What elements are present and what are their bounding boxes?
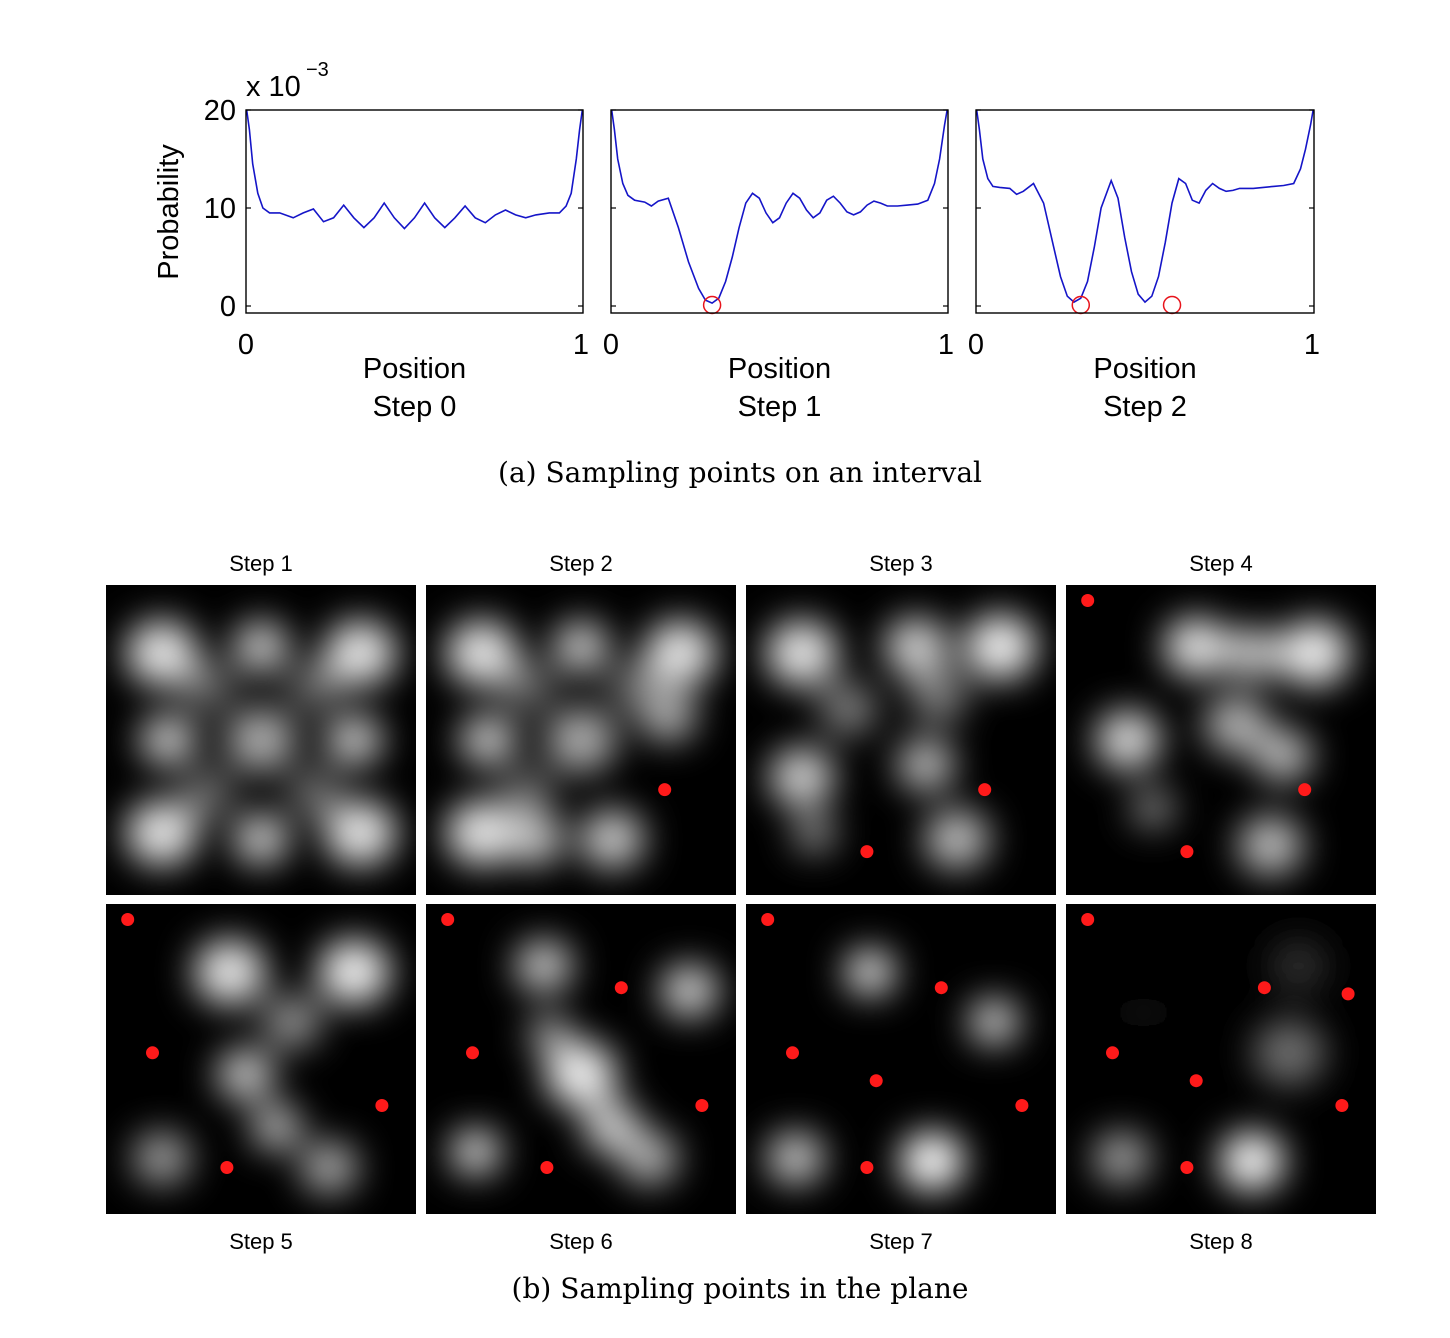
heatmap-label: Step 1 [229,551,293,576]
heatmap-2 [426,585,736,895]
heatmap-label: Step 8 [1189,1229,1253,1254]
sample-point [978,783,992,797]
density-field [133,939,390,1194]
sample-point [1180,1161,1194,1174]
x-tick-label: 1 [573,329,589,361]
y-tick-label: 10 [204,193,236,225]
sample-point [1180,845,1194,859]
y-tick-label: 20 [204,95,236,127]
density-field [126,620,396,866]
density-field [1095,617,1350,875]
step-subtitle: Step 1 [738,391,822,423]
sample-point [761,913,775,926]
x-axis-label: Position [363,353,466,385]
sample-marker [1162,295,1182,315]
x-tick-label: 0 [238,329,254,361]
sample-point [441,913,455,926]
y-axis-label: Probability [153,144,185,280]
heatmap-8 [1066,904,1376,1214]
heatmap-label: Step 5 [229,1229,293,1254]
x-tick-label: 0 [603,329,619,361]
sample-point [1341,987,1355,1001]
heatmap-label: Step 6 [549,1229,613,1254]
y-tick-label: 0 [220,291,236,323]
heatmap-label: Step 4 [1189,551,1253,576]
step-subtitle: Step 0 [373,391,457,423]
x-tick-label: 1 [938,329,954,361]
exponent-power: −3 [306,59,329,81]
sample-point [869,1074,883,1088]
x-tick-label: 0 [968,329,984,361]
sample-point [220,1161,234,1174]
heatmap-label: Step 3 [869,551,933,576]
caption-b: (b) Sampling points in the plane [512,1272,969,1305]
density-field [767,949,1019,1191]
sample-point [1015,1099,1029,1112]
interval-plot-2: 0 1 Position Step 2 [968,109,1320,423]
heatmap-7 [746,904,1056,1214]
x-tick-label: 1 [1304,329,1320,361]
density-field [446,620,716,869]
plane-heatmaps: Step 1 Step 2 Step 3 Step 4 Step 5 Step 6 Step… [106,551,1376,1254]
heatmap-3 [746,585,1056,895]
probability-line [976,110,1314,304]
sample-marker [702,295,722,315]
sample-point [1189,1074,1203,1088]
sample-point [1335,1099,1349,1112]
axes-box [975,109,1315,314]
heatmap-1 [106,585,416,895]
sample-point [614,981,628,995]
sample-point [860,1161,874,1174]
interval-plot-1: 0 1 Position Step 1 [603,109,954,423]
heatmap-label: Step 2 [549,551,613,576]
sample-point [146,1046,159,1060]
sample-point [1257,981,1271,995]
heatmap-label: Step 7 [869,1229,933,1254]
exponent-label: x 10 [246,71,301,103]
sample-point [860,845,874,859]
sample-point [658,783,672,797]
sample-point [1081,594,1095,607]
sample-point [466,1046,479,1060]
sample-point [375,1099,389,1112]
density-field [1093,939,1328,1191]
probability-line [611,110,948,305]
caption-a: (a) Sampling points on an interval [498,456,982,489]
heatmap-4 [1066,585,1376,895]
density-field [766,614,1036,869]
sample-point [1298,783,1312,797]
sample-point [695,1099,709,1112]
probability-line [246,110,583,230]
sample-point [540,1161,554,1174]
sample-point [1106,1046,1119,1060]
sample-point [786,1046,799,1060]
sample-point [934,981,948,995]
sample-point [121,913,135,926]
axes-box [245,109,584,314]
x-axis-label: Position [728,353,831,385]
step-subtitle: Step 2 [1103,391,1187,423]
heatmap-5 [106,904,416,1214]
sample-point [1081,913,1095,926]
x-axis-label: Position [1093,353,1196,385]
heatmap-6 [426,904,736,1214]
interval-plot-0: 0 10 20 0 1 Position Step 0 Probability x 10−3 [153,59,589,423]
density-field [450,939,719,1185]
axes-box [610,109,949,314]
